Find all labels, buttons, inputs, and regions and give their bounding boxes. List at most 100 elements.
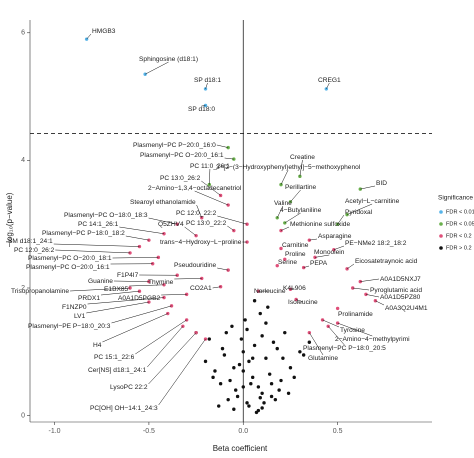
point-label: Plasmenyl−PC P−18:0_18:2 (42, 230, 125, 237)
data-point (264, 356, 268, 360)
point-label: SP d18:0 (188, 106, 215, 113)
point-label: A0A1D5PZ80 (380, 294, 421, 301)
point-label: LV1 (74, 313, 86, 320)
data-point (184, 292, 189, 297)
point-label: Creatine (290, 154, 315, 161)
data-point (281, 356, 285, 360)
leader-line (284, 212, 301, 224)
point-label: PC 13:0_22:2 (186, 220, 227, 227)
data-point (283, 221, 287, 225)
leader-line (290, 189, 301, 203)
data-point (260, 334, 264, 338)
data-point (245, 327, 249, 332)
point-label: Plasmenyl−PC O−18:0_18:3 (64, 212, 148, 219)
data-point (239, 337, 244, 341)
point-label: SM d18:1_24:1 (8, 238, 53, 245)
point-label: Sphingosine (d18:1) (139, 56, 198, 63)
leader-line (337, 322, 373, 337)
data-point (232, 366, 236, 370)
point-label: E1BX85 (104, 286, 129, 293)
data-point (288, 287, 293, 291)
data-point (241, 369, 245, 373)
leader-line (217, 267, 229, 271)
x-tick-label: 0.5 (333, 428, 343, 435)
data-point (301, 265, 306, 270)
point-label: Cer[NS] d18:1_24:1 (88, 367, 147, 374)
point-label: Thymine (148, 279, 174, 286)
point-label: PEPA (310, 260, 328, 267)
point-label: PE−NMe2 18:2_18:2 (345, 240, 407, 247)
data-point (260, 391, 264, 395)
leader-line (111, 305, 172, 324)
point-label: Plasmenyl−PC O−20:0_16:1 (26, 264, 110, 271)
data-point (335, 321, 340, 325)
point-label: Asparagine (318, 233, 352, 240)
data-point (264, 321, 268, 325)
leader-line (326, 82, 330, 90)
data-point (252, 343, 257, 348)
leader-line (148, 217, 178, 225)
leader-line (86, 301, 149, 314)
leader-line (86, 33, 92, 40)
leader-line (158, 338, 206, 406)
data-point (298, 350, 302, 354)
point-label: Plasmenyl−PC P−20:0_16:0 (133, 142, 216, 149)
data-point (283, 257, 287, 261)
point-label: PC 14:1_26:1 (78, 221, 119, 228)
leader-line (55, 249, 131, 254)
data-point (247, 404, 251, 408)
leader-line (113, 280, 149, 282)
leader-line (360, 278, 380, 282)
leader-line (299, 159, 303, 177)
point-label: trans−4−Hydroxy−L−proline (160, 239, 242, 246)
data-point (279, 246, 283, 251)
leader-line (277, 205, 284, 218)
point-label: 2−Amino−4−methylpyrimi (335, 336, 410, 343)
leader-line (314, 254, 330, 258)
leader-line (196, 204, 202, 218)
leader-line (360, 185, 376, 190)
point-label: Pseudouridine (174, 262, 216, 269)
leader-line (209, 168, 211, 185)
data-point (235, 394, 240, 399)
point-label: Prolinamide (338, 311, 373, 318)
data-point (271, 340, 276, 344)
data-point (247, 359, 251, 364)
leader-line (352, 287, 370, 291)
leader-line (145, 61, 169, 75)
data-point (162, 295, 166, 300)
y-tick-label: 6 (21, 30, 25, 37)
leader-line (119, 226, 165, 235)
data-point (262, 401, 266, 405)
point-label: Proline (285, 251, 306, 258)
leader-line (129, 284, 165, 287)
data-point (249, 382, 253, 386)
data-point (211, 375, 215, 380)
point-label: PC 15:1_22:6 (94, 354, 135, 361)
data-point (228, 378, 232, 383)
data-point (252, 299, 257, 303)
data-point (335, 306, 340, 311)
point-label: Plasmenyl−PC P−18:0_20:5 (303, 345, 386, 352)
x-axis-title: Beta coefficient (213, 444, 268, 453)
data-point (332, 248, 336, 252)
point-label: 3−[2−(3−Hydroxyphenyl)ethyl]−5−methoxyph… (216, 164, 361, 171)
legend-title: Significance (438, 195, 473, 202)
data-point (307, 330, 312, 335)
point-label: F1NZP0 (62, 304, 87, 311)
leader-line (70, 287, 131, 292)
point-label: CREG1 (318, 77, 341, 84)
data-point (266, 305, 270, 309)
point-label: A0A1D5NXJ7 (380, 276, 421, 283)
data-point (288, 366, 293, 370)
point-label: Stearoyl ethanolamide (130, 199, 196, 206)
data-point (267, 372, 272, 376)
y-axis-title: −log₁₀(p−value) (5, 192, 14, 247)
point-label: Monoolein (314, 249, 345, 256)
point-label: Plasmenyl−PE P−18:0_20:3 (28, 323, 111, 330)
point-label: Plasmenyl−PC O−20:0_16:1 (140, 152, 224, 159)
point-label: Eicosatetraynoic acid (355, 258, 418, 265)
point-label: Serine (278, 259, 297, 266)
data-point (256, 408, 261, 413)
leader-line (322, 319, 340, 328)
